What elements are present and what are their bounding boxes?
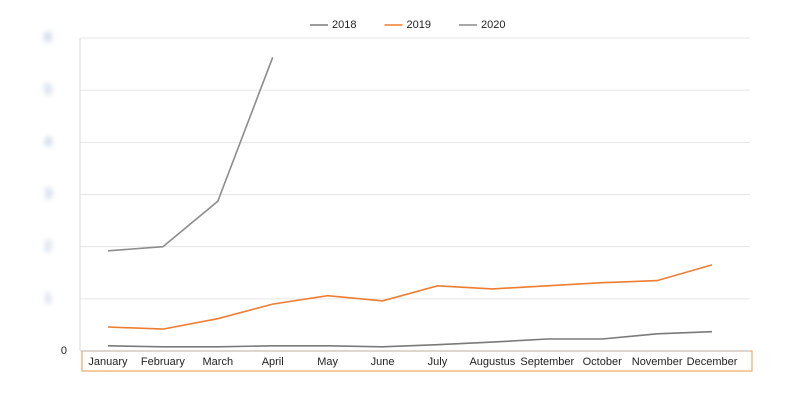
- x-tick-label: June: [371, 356, 395, 368]
- x-tick-label: January: [88, 356, 128, 368]
- y-tick-label: 2: [44, 237, 52, 253]
- y-tick-label: 3: [44, 185, 52, 201]
- x-tick-label: December: [687, 356, 738, 368]
- series-line: [107, 330, 713, 348]
- legend-label: 2018: [332, 19, 356, 31]
- y-tick-label: 1: [44, 290, 52, 306]
- x-tick-label: March: [203, 356, 234, 368]
- x-tick-label: May: [317, 356, 338, 368]
- series-line: [107, 264, 713, 330]
- x-tick-label: October: [583, 356, 622, 368]
- y-tick-label: 0: [61, 345, 67, 357]
- legend-label: 2019: [406, 19, 430, 31]
- x-tick-label: April: [262, 356, 284, 368]
- x-tick-label: Augustus: [469, 356, 515, 368]
- y-tick-label: 5: [44, 81, 52, 97]
- y-tick-label: 6: [44, 29, 52, 45]
- x-tick-label: November: [632, 356, 683, 368]
- y-tick-label: 4: [44, 133, 52, 149]
- x-tick-label: February: [141, 356, 186, 368]
- x-tick-label: July: [428, 356, 448, 368]
- series-line: [107, 57, 274, 252]
- legend-label: 2020: [481, 19, 505, 31]
- x-tick-label: September: [520, 356, 574, 368]
